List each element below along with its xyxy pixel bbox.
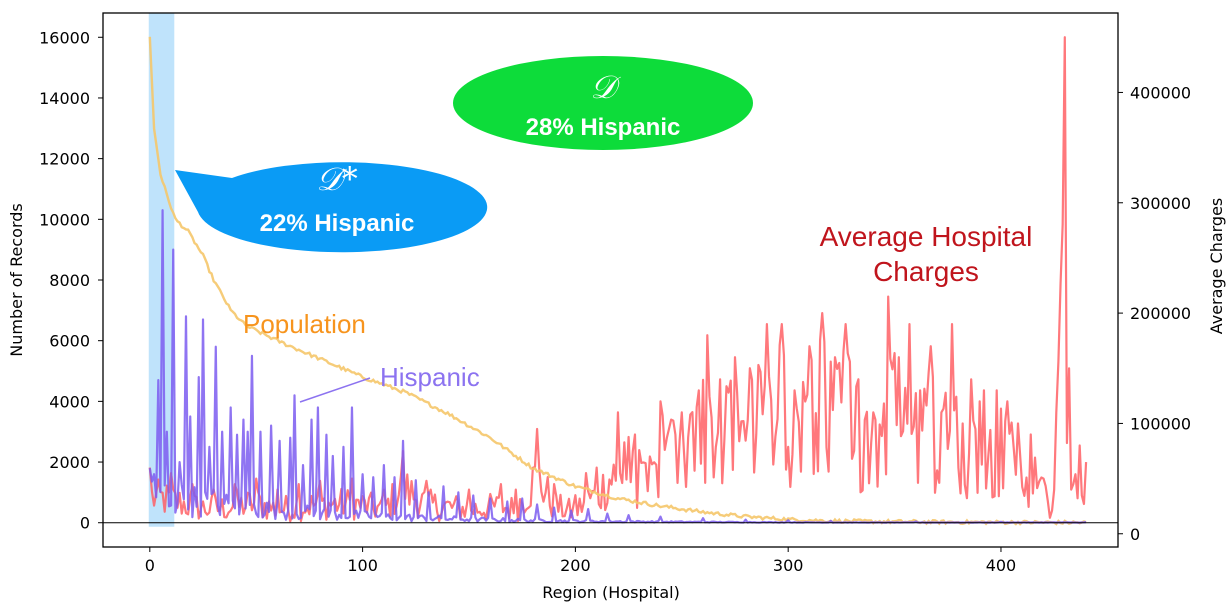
y2-tick-label: 300000 xyxy=(1130,194,1191,213)
bubble-d: 𝒟 28% Hispanic xyxy=(453,56,753,150)
y2-tick-label: 200000 xyxy=(1130,304,1191,323)
bubble-d-shape xyxy=(453,56,753,150)
y-tick-label: 2000 xyxy=(49,453,90,472)
x-axis-label: Region (Hospital) xyxy=(542,583,680,602)
axis-ticks: 0 100 200 300 400020004000600080001000012000… xyxy=(39,28,1191,575)
y-tick-label: 4000 xyxy=(49,392,90,411)
bubble-d-star: 𝒟* 22% Hispanic xyxy=(175,160,488,253)
x-tick-label: 200 xyxy=(560,556,591,575)
x-tick-label: 400 xyxy=(986,556,1017,575)
y-tick-label: 16000 xyxy=(39,28,90,47)
x-tick-label: 300 xyxy=(773,556,804,575)
hispanic-label: Hispanic xyxy=(380,362,480,392)
y-tick-label: 14000 xyxy=(39,89,90,108)
population-label: Population xyxy=(243,309,366,339)
y-tick-label: 8000 xyxy=(49,271,90,290)
y2-tick-label: 100000 xyxy=(1130,414,1191,433)
hispanic-pointer-line xyxy=(299,377,371,403)
charges-label-line2: Charges xyxy=(873,256,979,287)
bubble-d-star-symbol: 𝒟* xyxy=(316,160,358,198)
y2-axis-label: Average Charges xyxy=(1207,198,1226,335)
y-tick-label: 12000 xyxy=(39,150,90,169)
x-tick-label: 0 xyxy=(145,556,155,575)
charges-label-line1: Average Hospital xyxy=(820,221,1033,252)
x-tick-label: 100 xyxy=(347,556,378,575)
y2-tick-label: 400000 xyxy=(1130,83,1191,102)
bubble-d-star-text: 22% Hispanic xyxy=(260,210,415,237)
bubble-d-text: 28% Hispanic xyxy=(526,114,681,141)
y-tick-label: 6000 xyxy=(49,332,90,351)
y2-tick-label: 0 xyxy=(1130,525,1140,544)
bubble-d-star-shape xyxy=(175,162,488,253)
y-axis-label: Number of Records xyxy=(7,203,26,356)
y-tick-label: 10000 xyxy=(39,210,90,229)
y-tick-label: 0 xyxy=(80,514,90,533)
